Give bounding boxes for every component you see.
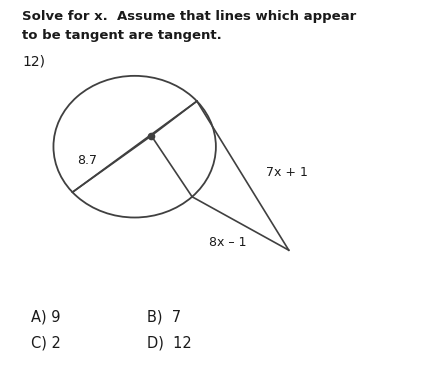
Text: A) 9: A) 9: [30, 310, 60, 325]
Text: 12): 12): [22, 54, 45, 68]
Text: Solve for x.  Assume that lines which appear: Solve for x. Assume that lines which app…: [22, 11, 356, 23]
Text: D)  12: D) 12: [147, 335, 192, 350]
Text: to be tangent are tangent.: to be tangent are tangent.: [22, 29, 222, 42]
Text: C) 2: C) 2: [30, 335, 60, 350]
Text: B)  7: B) 7: [147, 310, 181, 325]
Text: 7x + 1: 7x + 1: [266, 165, 308, 179]
Text: 8.7: 8.7: [77, 154, 97, 167]
Text: 8x – 1: 8x – 1: [209, 236, 247, 249]
